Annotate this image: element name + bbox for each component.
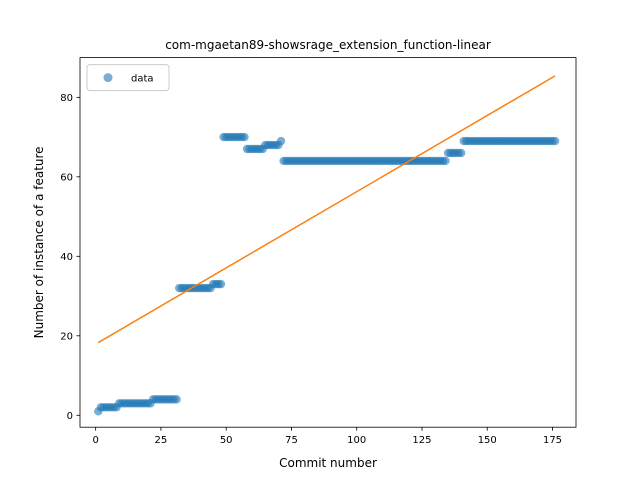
- legend: data: [86, 64, 170, 92]
- data-point: [550, 136, 560, 146]
- y-tick-label: 40: [60, 252, 73, 263]
- fit-line: [97, 75, 556, 344]
- plot-frame: [79, 57, 577, 428]
- x-tick-label: 150: [478, 435, 497, 446]
- data-point: [456, 148, 466, 158]
- x-tick-label: 100: [347, 435, 366, 446]
- legend-frame: [86, 64, 170, 92]
- x-axis-label: Commit number: [279, 456, 377, 470]
- chart-marks: [94, 75, 560, 416]
- y-tick-label: 0: [67, 411, 73, 422]
- plot-area: [80, 57, 576, 428]
- legend-marker-data: [103, 73, 113, 83]
- data-point: [172, 395, 181, 404]
- x-tick-label: 0: [92, 435, 98, 446]
- data-point: [276, 136, 286, 146]
- x-tick-label: 25: [155, 435, 168, 446]
- x-axis-ticks: 0 25 50 75 100 125 150 175: [92, 427, 562, 446]
- data-point: [216, 279, 226, 289]
- legend-label-data: data: [131, 74, 154, 85]
- y-tick-label: 80: [60, 93, 73, 104]
- y-axis-label: Number of instance of a feature: [32, 146, 46, 338]
- x-tick-label: 75: [285, 435, 298, 446]
- y-axis-ticks: 0 20 40 60 80: [60, 93, 80, 422]
- y-tick-label: 20: [60, 331, 73, 342]
- y-tick-label: 60: [60, 172, 73, 183]
- data-point: [240, 132, 249, 142]
- x-tick-label: 125: [412, 435, 431, 446]
- data-point: [441, 156, 450, 166]
- x-tick-label: 50: [220, 435, 233, 446]
- chart-title: com-mgaetan89-showsrage_extension_functi…: [165, 38, 491, 52]
- x-tick-label: 175: [543, 435, 562, 446]
